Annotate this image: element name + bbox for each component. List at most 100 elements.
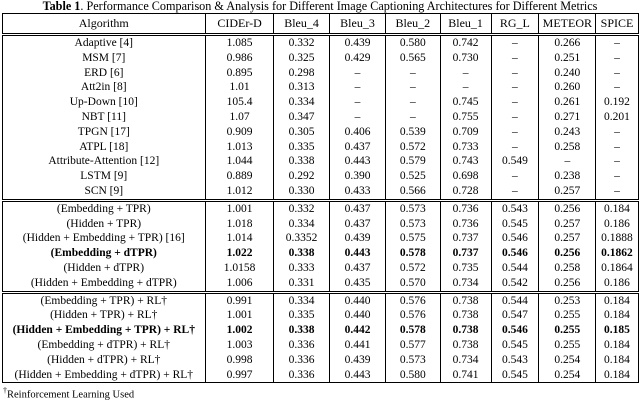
metric-cell: 0.332 — [273, 34, 330, 51]
algorithm-cell: (Hidden + TPR) — [66, 217, 142, 230]
table-row: ERD [6] 0.895 0.298– – – –0.240– — [2, 65, 638, 81]
algorithm-cell: (Hidden + Embedding + dTPR) + RL† — [14, 368, 194, 381]
metric-cell: 0.545 — [490, 216, 539, 232]
metric-cell: 0.443 — [329, 154, 386, 170]
metric-cell: 0.889 — [205, 169, 274, 184]
metric-cell: 0.572 — [384, 139, 441, 155]
metric-cell: 0.255 — [538, 323, 596, 338]
metric-cell: 0.336 — [273, 352, 330, 368]
metric-cell: 0.579 — [384, 154, 441, 170]
metric-cell: 0.256 — [538, 246, 596, 261]
metric-cell: 0.240 — [538, 65, 596, 81]
metric-cell: – — [538, 154, 596, 170]
metric-cell: 0.578 — [384, 246, 441, 261]
metric-cell: 1.012 — [205, 183, 274, 201]
algorithm-cell: SCN [9] — [84, 184, 124, 197]
metrics-table: Algorithm CIDEr-D Bleu_4 Bleu_3 Bleu_2 B… — [1, 13, 639, 384]
metric-cell: 0.186 — [595, 216, 638, 232]
metric-cell: 0.437 — [329, 260, 386, 276]
metric-cell: 0.573 — [384, 216, 441, 232]
metric-cell: 0.570 — [384, 275, 441, 293]
metric-cell: 0.255 — [538, 308, 596, 324]
metric-cell: – — [384, 109, 441, 125]
table-row: Attribute-Attention [12] 1.044 0.338 0.443 0… — [2, 154, 638, 170]
algorithm-cell: ERD [6] — [84, 66, 124, 79]
algorithm-cell: MSM [7] — [82, 51, 126, 64]
metric-cell: – — [490, 65, 539, 81]
column-header-bleu2: Bleu_2 — [384, 13, 441, 36]
algorithm-cell: (Hidden + dTPR) + RL† — [47, 353, 161, 366]
algorithm-cell: (Embedding + dTPR) — [50, 247, 157, 260]
table-row: LSTM [9] 0.889 0.292 0.390 0.525 0.698–0.238– — [2, 169, 638, 184]
metric-cell: 0.257 — [538, 183, 596, 201]
metric-cell: 0.545 — [490, 337, 539, 353]
table-row: (Embedding + dTPR) + RL† 1.003 0.336 0.441 0… — [2, 337, 638, 353]
algorithm-cell: (Hidden + Embedding + TPR) + RL† — [12, 324, 195, 337]
metric-cell: – — [490, 139, 539, 155]
metric-cell: 0.243 — [538, 124, 596, 140]
metric-cell: – — [490, 183, 539, 201]
table-row: (Hidden + dTPR) 1.0158 0.333 0.437 0.572 0.73… — [2, 260, 638, 276]
metric-cell: 0.254 — [538, 367, 596, 383]
metric-cell: 0.549 — [490, 154, 539, 170]
header-row: Algorithm CIDEr-D Bleu_4 Bleu_3 Bleu_2 B… — [2, 13, 638, 36]
algorithm-cell: Attribute-Attention [12] — [48, 155, 160, 168]
metric-cell: 0.335 — [273, 139, 330, 155]
metric-cell: 0.305 — [273, 124, 330, 140]
metric-cell: 0.734 — [439, 352, 492, 368]
metric-cell: 0.184 — [595, 337, 638, 353]
table-section-2: (Embedding + TPR) 1.001 0.332 0.437 0.573 0.7… — [2, 200, 638, 293]
metric-cell: 0.330 — [273, 183, 330, 201]
metric-cell: 0.547 — [490, 308, 539, 324]
metric-cell: 0.991 — [205, 292, 274, 309]
metric-cell: 0.256 — [538, 200, 596, 217]
table-row: (Embedding + TPR) 1.001 0.332 0.437 0.573 0.7… — [2, 200, 638, 217]
column-header-algorithm: Algorithm — [2, 13, 206, 36]
metric-cell: 0.192 — [595, 95, 638, 110]
column-header-rg-l: RG_L — [490, 13, 539, 36]
algorithm-cell: TPGN [17] — [77, 125, 130, 138]
metric-cell: 0.184 — [595, 367, 638, 383]
metric-cell: 0.566 — [384, 183, 441, 201]
metric-cell: 1.001 — [205, 200, 274, 217]
metric-cell: 0.435 — [329, 275, 386, 293]
metric-cell: 0.738 — [439, 292, 492, 309]
algorithm-cell: (Hidden + dTPR) — [63, 261, 145, 274]
metric-cell: 0.737 — [439, 246, 492, 261]
algorithm-cell: (Embedding + TPR) + RL† — [40, 294, 167, 307]
table-row: (Hidden + TPR) 1.018 0.334 0.437 0.573 0.736 0… — [2, 216, 638, 232]
algorithm-cell: Adaptive [4] — [74, 37, 133, 49]
metric-cell: – — [439, 65, 492, 81]
metric-cell: 0.441 — [329, 337, 386, 353]
metric-cell: 0.201 — [595, 109, 638, 125]
metric-cell: 0.258 — [538, 260, 596, 276]
table-row: SCN [9] 1.012 0.330 0.433 0.566 0.728–0.257– — [2, 183, 638, 201]
metric-cell: 0.544 — [490, 292, 539, 309]
metric-cell: 0.184 — [595, 200, 638, 217]
metric-cell: 0.338 — [273, 246, 330, 261]
metric-cell: 0.186 — [595, 275, 638, 293]
table-caption-text: . Performance Comparison & Analysis for … — [80, 0, 598, 13]
metric-cell: 0.254 — [538, 352, 596, 368]
table-caption-label: Table 1 — [42, 0, 81, 13]
table-row: (Embedding + dTPR) 1.022 0.338 0.443 0.578 0.… — [2, 246, 638, 261]
table-row: Up-Down [10] 105.4 0.334– –0.745–0.261 0.192 — [2, 95, 638, 110]
metric-cell: 0.545 — [490, 367, 539, 383]
table-row: (Embedding + TPR) + RL† 0.991 0.334 0.440 0.… — [2, 292, 638, 309]
metric-cell: 0.997 — [205, 367, 274, 383]
metric-cell: 1.022 — [205, 246, 274, 261]
metric-cell: 0.525 — [384, 169, 441, 184]
metric-cell: 0.184 — [595, 352, 638, 368]
metric-cell: 0.1862 — [595, 246, 638, 261]
metric-cell: 0.440 — [329, 292, 386, 309]
algorithm-cell: (Hidden + TPR) + RL† — [50, 309, 158, 322]
table-row: (Hidden + dTPR) + RL† 0.998 0.336 0.439 0.57… — [2, 352, 638, 368]
metric-cell: 0.986 — [205, 50, 274, 66]
dagger-marker: † — [3, 386, 7, 396]
metric-cell: 0.745 — [439, 95, 492, 110]
table-caption: Table 1. Performance Comparison & Analys… — [0, 0, 640, 13]
table-row: Adaptive [4] 1.085 0.332 0.439 0.580 0.742–0.… — [2, 34, 638, 51]
metric-cell: 0.909 — [205, 124, 274, 140]
metric-cell: 0.437 — [329, 216, 386, 232]
metric-cell: 0.576 — [384, 292, 441, 309]
